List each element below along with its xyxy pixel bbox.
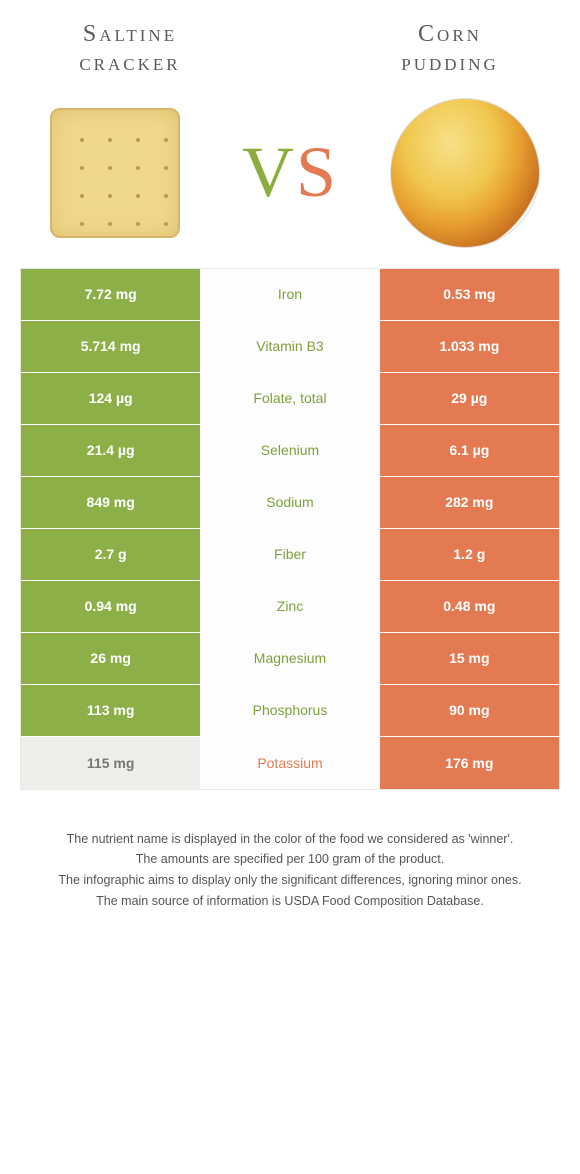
footnote-line: The infographic aims to display only the…: [30, 871, 550, 890]
nutrient-name: Iron: [200, 269, 379, 320]
table-row: 113 mgPhosphorus90 mg: [21, 685, 559, 737]
right-value: 90 mg: [380, 685, 559, 736]
title-line: pudding: [401, 50, 499, 76]
left-value: 849 mg: [21, 477, 200, 528]
table-row: 5.714 mgVitamin B31.033 mg: [21, 321, 559, 373]
right-value: 0.53 mg: [380, 269, 559, 320]
nutrient-name: Potassium: [200, 737, 379, 789]
nutrient-name: Zinc: [200, 581, 379, 632]
table-row: 26 mgMagnesium15 mg: [21, 633, 559, 685]
title-line: Saltine: [83, 21, 177, 47]
table-row: 0.94 mgZinc0.48 mg: [21, 581, 559, 633]
footnote-line: The amounts are specified per 100 gram o…: [30, 850, 550, 869]
table-row: 124 µgFolate, total29 µg: [21, 373, 559, 425]
right-value: 1.2 g: [380, 529, 559, 580]
footnote-line: The main source of information is USDA F…: [30, 892, 550, 911]
right-food-title: Corn pudding: [350, 20, 550, 78]
left-value: 115 mg: [21, 737, 200, 789]
left-value: 113 mg: [21, 685, 200, 736]
title-line: Corn: [418, 21, 482, 47]
table-row: 21.4 µgSelenium6.1 µg: [21, 425, 559, 477]
cracker-icon: [50, 108, 180, 238]
footnote-line: The nutrient name is displayed in the co…: [30, 830, 550, 849]
nutrient-name: Folate, total: [200, 373, 379, 424]
right-value: 282 mg: [380, 477, 559, 528]
table-row: 115 mgPotassium176 mg: [21, 737, 559, 789]
vs-label: VS: [242, 131, 338, 214]
left-value: 26 mg: [21, 633, 200, 684]
table-row: 7.72 mgIron0.53 mg: [21, 269, 559, 321]
left-value: 2.7 g: [21, 529, 200, 580]
nutrient-name: Phosphorus: [200, 685, 379, 736]
right-value: 15 mg: [380, 633, 559, 684]
right-food-image: [390, 98, 540, 248]
right-value: 0.48 mg: [380, 581, 559, 632]
left-value: 7.72 mg: [21, 269, 200, 320]
nutrient-name: Sodium: [200, 477, 379, 528]
nutrient-table: 7.72 mgIron0.53 mg5.714 mgVitamin B31.03…: [20, 268, 560, 790]
left-food-image: [40, 98, 190, 248]
right-value: 1.033 mg: [380, 321, 559, 372]
footnote: The nutrient name is displayed in the co…: [0, 790, 580, 943]
left-value: 0.94 mg: [21, 581, 200, 632]
nutrient-name: Selenium: [200, 425, 379, 476]
left-food-title: Saltine cracker: [30, 20, 230, 78]
images-row: VS: [0, 88, 580, 268]
nutrient-name: Magnesium: [200, 633, 379, 684]
left-value: 5.714 mg: [21, 321, 200, 372]
table-row: 849 mgSodium282 mg: [21, 477, 559, 529]
vs-v: V: [242, 132, 296, 212]
table-row: 2.7 gFiber1.2 g: [21, 529, 559, 581]
header: Saltine cracker Corn pudding: [0, 0, 580, 88]
right-value: 176 mg: [380, 737, 559, 789]
nutrient-name: Fiber: [200, 529, 379, 580]
pudding-icon: [390, 98, 540, 248]
left-value: 124 µg: [21, 373, 200, 424]
right-value: 6.1 µg: [380, 425, 559, 476]
vs-s: S: [296, 132, 338, 212]
nutrient-name: Vitamin B3: [200, 321, 379, 372]
right-value: 29 µg: [380, 373, 559, 424]
left-value: 21.4 µg: [21, 425, 200, 476]
title-line: cracker: [79, 50, 180, 76]
